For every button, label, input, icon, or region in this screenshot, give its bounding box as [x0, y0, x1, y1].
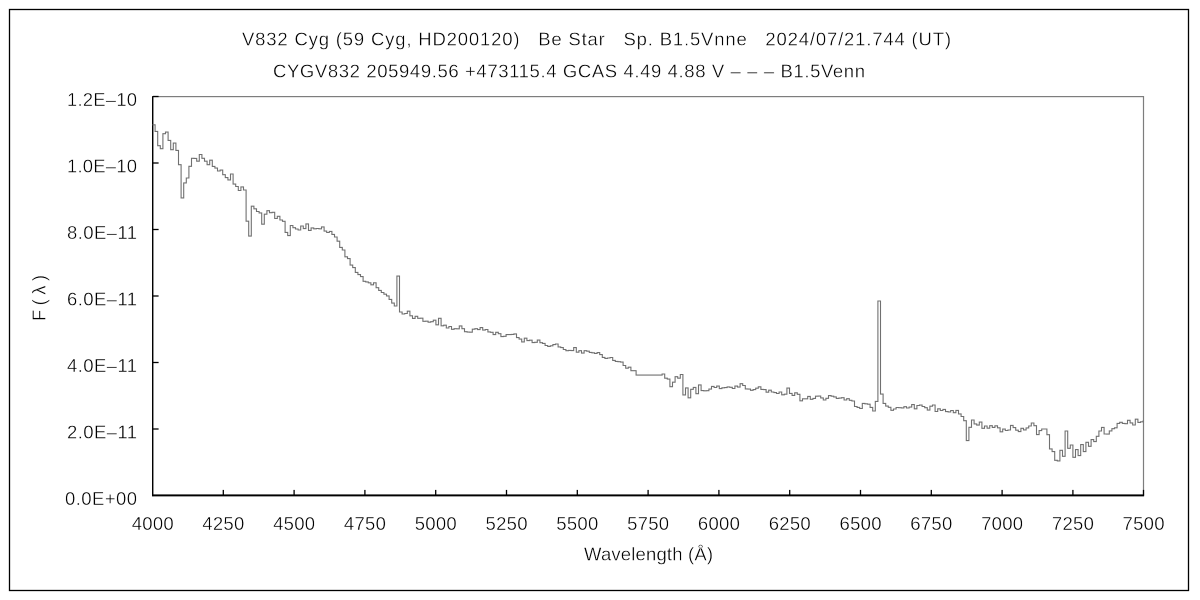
svg-text:5250: 5250: [486, 513, 528, 534]
svg-text:6750: 6750: [910, 513, 952, 534]
svg-text:7500: 7500: [1123, 513, 1165, 534]
svg-text:7000: 7000: [981, 513, 1023, 534]
svg-text:5000: 5000: [415, 513, 457, 534]
svg-text:0.0E+00: 0.0E+00: [65, 488, 137, 509]
svg-text:6500: 6500: [840, 513, 882, 534]
svg-text:F(λ): F(λ): [29, 275, 50, 321]
svg-text:7250: 7250: [1052, 513, 1094, 534]
svg-text:2.0E–11: 2.0E–11: [67, 422, 137, 443]
svg-text:6000: 6000: [698, 513, 740, 534]
svg-text:4250: 4250: [202, 513, 244, 534]
svg-text:8.0E–11: 8.0E–11: [67, 222, 137, 243]
svg-text:Wavelength (Å): Wavelength (Å): [584, 544, 713, 565]
svg-text:4.0E–11: 4.0E–11: [67, 355, 137, 376]
svg-text:V832 Cyg (59 Cyg, HD200120): V832 Cyg (59 Cyg, HD200120) Be Star Sp. …: [242, 28, 951, 49]
svg-text:1.2E–10: 1.2E–10: [67, 89, 137, 110]
svg-text:4750: 4750: [344, 513, 386, 534]
svg-text:5500: 5500: [556, 513, 598, 534]
svg-text:6250: 6250: [769, 513, 811, 534]
svg-text:5750: 5750: [627, 513, 669, 534]
svg-text:6.0E–11: 6.0E–11: [67, 289, 137, 310]
svg-text:4000: 4000: [132, 513, 174, 534]
svg-text:1.0E–10: 1.0E–10: [67, 156, 137, 177]
svg-text:CYGV832 205949.56 +473115.4 GC: CYGV832 205949.56 +473115.4 GCAS 4.49 4.…: [273, 61, 865, 82]
svg-text:4500: 4500: [273, 513, 315, 534]
